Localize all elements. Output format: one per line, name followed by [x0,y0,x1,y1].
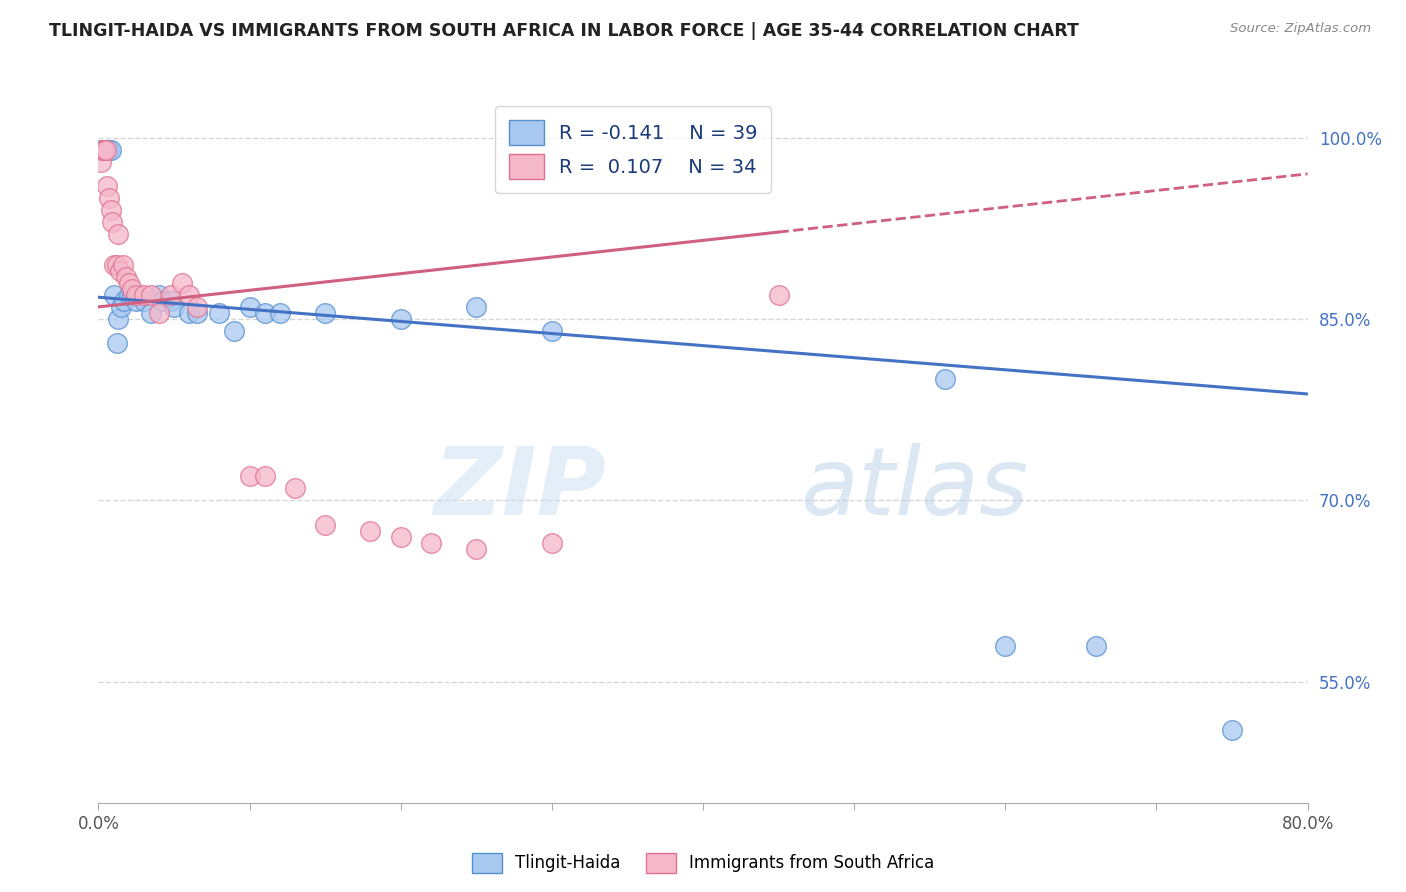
Point [100,143,122,157]
Point [239,300,262,314]
Point [465,541,488,556]
Point [208,306,231,320]
Point [314,517,336,532]
Point [179,306,201,320]
Point [110,300,132,314]
Point [141,306,163,320]
Legend: R = -0.141    N = 39, R =  0.107    N = 34: R = -0.141 N = 39, R = 0.107 N = 34 [495,106,772,193]
Text: Source: ZipAtlas.com: Source: ZipAtlas.com [1230,22,1371,36]
Point [103,288,125,302]
Point [224,324,246,338]
Point [114,269,136,284]
Point [107,227,129,242]
Point [160,293,183,308]
Point [105,336,128,351]
Legend: Tlingit-Haida, Immigrants from South Africa: Tlingit-Haida, Immigrants from South Afr… [465,847,941,880]
Point [90,143,112,157]
Point [93,143,115,157]
Point [91,143,114,157]
Point [111,258,134,272]
Point [360,524,382,538]
Point [108,263,131,277]
Point [132,293,155,308]
Point [101,215,124,229]
Point [768,288,790,302]
Point [1085,639,1108,653]
Point [125,293,148,308]
Point [103,258,125,272]
Point [148,288,170,302]
Point [112,293,135,308]
Point [148,306,170,320]
Point [934,372,956,386]
Point [253,469,276,483]
Text: atlas: atlas [800,443,1028,534]
Point [96,178,118,193]
Point [118,276,141,290]
Point [105,258,128,272]
Point [100,203,122,218]
Point [91,143,114,157]
Point [90,154,112,169]
Point [98,143,121,157]
Point [93,143,115,157]
Point [465,300,488,314]
Point [253,306,276,320]
Text: ZIP: ZIP [433,442,606,535]
Point [98,191,121,205]
Point [160,288,183,302]
Point [186,300,208,314]
Point [163,300,186,314]
Point [284,481,307,495]
Point [420,535,443,549]
Point [150,293,173,308]
Point [125,288,148,302]
Point [540,324,562,338]
Point [91,143,114,157]
Point [269,306,291,320]
Point [132,288,155,302]
Point [314,306,336,320]
Point [94,143,117,157]
Point [141,288,163,302]
Point [239,469,262,483]
Point [1220,723,1243,738]
Point [179,288,201,302]
Point [107,312,129,326]
Point [96,143,118,157]
Point [93,143,115,157]
Point [170,276,193,290]
Point [121,288,143,302]
Point [994,639,1017,653]
Point [94,143,117,157]
Text: TLINGIT-HAIDA VS IMMIGRANTS FROM SOUTH AFRICA IN LABOR FORCE | AGE 35-44 CORRELA: TLINGIT-HAIDA VS IMMIGRANTS FROM SOUTH A… [49,22,1078,40]
Point [121,282,143,296]
Point [389,312,412,326]
Point [186,306,208,320]
Point [540,535,562,549]
Point [118,288,141,302]
Point [389,530,412,544]
Point [94,143,117,157]
